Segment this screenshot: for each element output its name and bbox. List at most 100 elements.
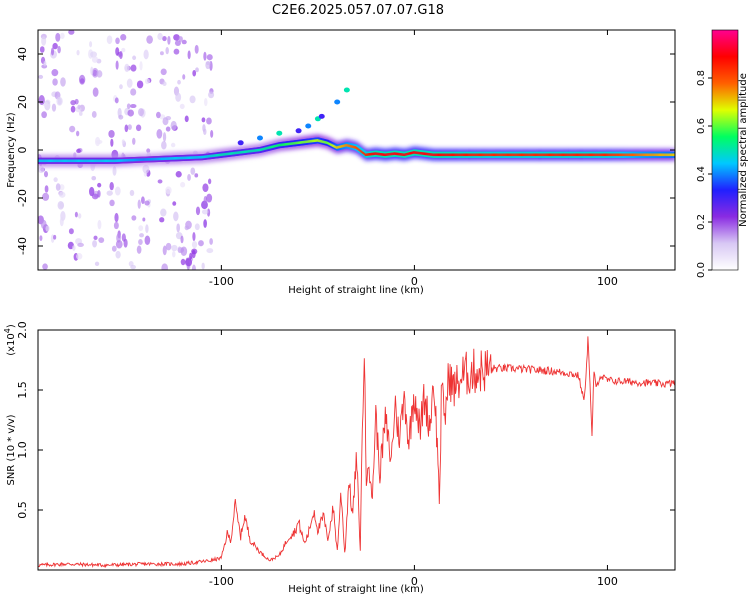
- secondary-track-point: [318, 113, 325, 119]
- snr-y-label: SNR (10 * v/v): [6, 414, 17, 485]
- noise-speckle: [187, 50, 191, 60]
- noise-speckle: [97, 219, 102, 230]
- noise-speckle: [118, 114, 124, 120]
- noise-speckle: [52, 42, 58, 50]
- noise-speckle: [144, 235, 151, 246]
- noise-speckle: [94, 261, 100, 267]
- secondary-track-point: [305, 123, 312, 129]
- noise-speckle: [93, 235, 98, 241]
- noise-speckle: [173, 34, 180, 41]
- noise-speckle: [115, 47, 120, 56]
- noise-speckle: [97, 182, 102, 188]
- spectrogram-y-label: Frequency (Hz): [6, 112, 17, 188]
- snr-y-axis: 0.5 1.0 1.5 2.0: [16, 321, 675, 519]
- noise-speckle: [194, 44, 199, 54]
- noise-speckle: [59, 184, 65, 191]
- snr-panel: -100 0 100 0.5 1.0 1.5 2.0 Height of straight…: [3, 321, 676, 595]
- spectrogram-x-axis: -100 0 100: [209, 30, 618, 288]
- figure-title: C2E6.2025.057.07.07.G18: [272, 3, 444, 18]
- noise-speckle: [143, 49, 149, 60]
- noise-speckle: [92, 87, 99, 97]
- noise-speckle: [56, 96, 63, 106]
- noise-speckle: [165, 47, 169, 55]
- noise-speckle: [113, 221, 119, 230]
- noise-speckle: [192, 69, 197, 77]
- noise-speckle: [51, 103, 57, 112]
- noise-speckle: [57, 201, 64, 210]
- noise-speckle: [70, 100, 76, 106]
- noise-speckle: [180, 258, 186, 266]
- noise-speckle: [91, 56, 99, 63]
- noise-speckle: [92, 240, 98, 248]
- noise-speckle: [180, 181, 186, 188]
- noise-speckle: [203, 128, 207, 135]
- noise-speckle: [129, 189, 135, 197]
- noise-speckle: [146, 35, 153, 44]
- noise-speckle: [127, 109, 134, 117]
- noise-speckle: [142, 217, 146, 222]
- colorbar-tick-label: 0.4: [696, 166, 707, 182]
- noise-speckle: [38, 74, 44, 79]
- noise-speckle: [96, 139, 103, 144]
- spectrogram-y-axis: -40 -20 0 20 40: [16, 47, 675, 255]
- noise-speckle: [203, 219, 207, 228]
- snr-series-line: [38, 336, 675, 569]
- colorbar-gradient: [711, 29, 739, 271]
- noise-speckle: [162, 132, 167, 142]
- noise-speckle: [191, 249, 196, 259]
- noise-speckle: [203, 51, 207, 61]
- noise-speckle: [175, 92, 182, 102]
- noise-speckle: [38, 166, 45, 174]
- secondary-track-point: [295, 128, 302, 134]
- noise-speckle: [78, 111, 83, 116]
- noise-speckle: [165, 186, 172, 195]
- spectrogram-x-tick-label: -100: [209, 275, 234, 288]
- spectrogram-y-tick-label: 40: [16, 47, 29, 61]
- noise-speckle: [123, 238, 128, 248]
- noise-speckle: [156, 128, 163, 139]
- noise-speckle: [77, 242, 84, 248]
- noise-speckle: [109, 199, 115, 207]
- noise-speckle: [167, 35, 171, 45]
- noise-speckle: [139, 233, 144, 238]
- noise-speckle: [144, 200, 150, 206]
- spectrogram-panel: -100 0 100 -40 -20 0 20 40 Height of straight …: [6, 29, 676, 296]
- snr-multiplier-close: ): [6, 324, 17, 328]
- colorbar-tick-label: 0.0: [696, 262, 707, 278]
- noise-speckle: [72, 245, 76, 251]
- noise-speckle: [90, 51, 97, 58]
- noise-speckle: [190, 167, 196, 175]
- noise-speckle: [60, 77, 66, 87]
- noise-speckle: [41, 36, 47, 46]
- noise-speckle: [115, 37, 120, 45]
- noise-speckle: [124, 124, 129, 133]
- noise-speckle: [179, 103, 185, 110]
- noise-speckle: [194, 173, 199, 178]
- noise-speckle: [177, 79, 181, 85]
- noise-speckle: [191, 264, 196, 270]
- noise-speckle: [187, 173, 191, 181]
- noise-speckle: [131, 215, 137, 221]
- colorbar: 0.0 0.2 0.4 0.6 0.8 Normalized spectral ampl…: [696, 29, 749, 278]
- noise-speckle: [114, 212, 119, 223]
- noise-speckle: [138, 225, 144, 232]
- svg-text:(x104): (x104): [3, 324, 17, 356]
- noise-speckle: [161, 263, 168, 270]
- noise-speckle: [208, 91, 215, 99]
- noise-speckle: [68, 228, 74, 235]
- colorbar-tick-label: 0.2: [696, 214, 707, 230]
- noise-speckle: [91, 175, 97, 181]
- noise-speckle: [178, 36, 183, 42]
- snr-x-tick-label: 100: [597, 575, 618, 588]
- colorbar-label: Normalized spectral amplitude: [738, 73, 749, 227]
- noise-speckle: [206, 248, 214, 254]
- noise-speckle: [159, 51, 164, 56]
- noise-speckle: [173, 211, 179, 222]
- noise-speckle: [98, 237, 105, 244]
- noise-speckle: [145, 224, 149, 234]
- noise-speckle: [76, 253, 83, 260]
- noise-speckle: [109, 182, 114, 191]
- noise-speckle: [182, 74, 186, 80]
- snr-multiplier-exponent: 4: [3, 328, 12, 333]
